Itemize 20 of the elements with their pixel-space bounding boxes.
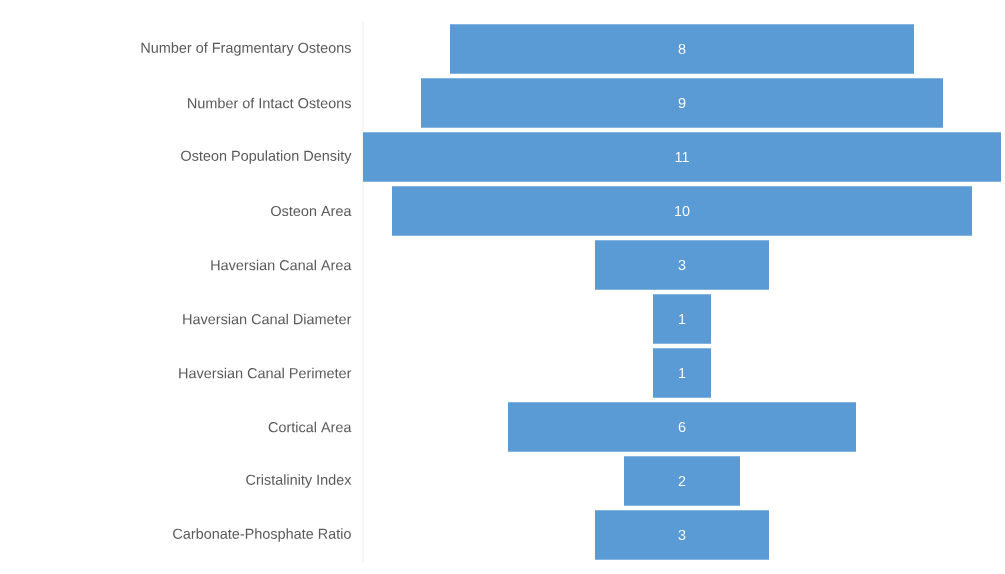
data-label: 1 [679, 314, 686, 324]
data-label: 3 [678, 529, 686, 541]
data-label: 1 [679, 368, 686, 378]
category-label: Haversian Canal Diameter [183, 313, 352, 325]
category-label: Haversian Canal Area [211, 259, 352, 271]
data-label: 11 [675, 152, 689, 162]
data-label: 9 [678, 97, 686, 109]
data-label: 8 [678, 43, 686, 55]
category-label: Number of Fragmentary Osteons [141, 42, 351, 56]
data-label: 3 [678, 259, 686, 271]
category-label: Cristalinity Index [246, 474, 352, 488]
category-label: Carbonate-Phosphate Ratio [173, 528, 351, 542]
data-label: 6 [678, 421, 686, 433]
category-label: Osteon Area [271, 205, 352, 217]
category-label: Osteon Population Density [181, 150, 352, 164]
data-label: 10 [675, 205, 690, 217]
category-label: Number of Intact Osteons [188, 97, 351, 109]
category-label: Cortical Area [268, 421, 352, 433]
category-label: Haversian Canal Perimeter [179, 367, 352, 379]
data-label: 2 [678, 475, 686, 487]
